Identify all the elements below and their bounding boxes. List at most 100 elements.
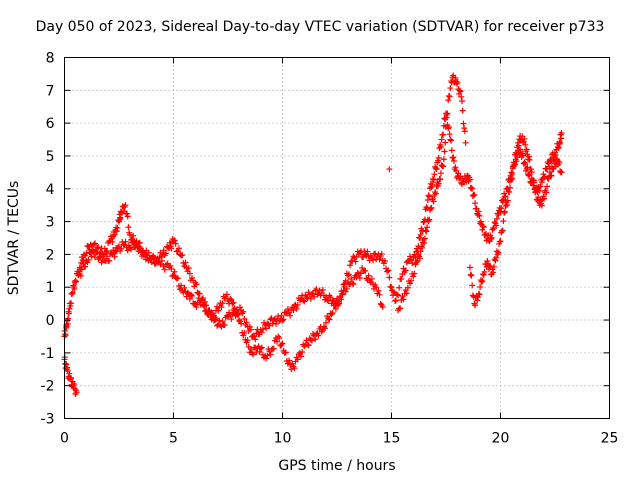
data-point-marker — [280, 316, 287, 323]
data-point-marker — [443, 123, 449, 130]
data-point-marker — [396, 284, 403, 291]
data-point-marker — [515, 142, 522, 149]
data-point-marker — [211, 314, 218, 321]
data-point-marker — [532, 189, 539, 196]
data-point-marker — [327, 294, 334, 301]
data-point-marker — [184, 289, 191, 296]
plot-frame — [64, 57, 610, 419]
data-point-marker — [467, 271, 474, 278]
data-point-marker — [182, 259, 189, 266]
data-point-marker — [291, 302, 298, 309]
data-point-marker — [456, 87, 463, 94]
data-point-marker — [336, 300, 343, 307]
data-point-marker — [480, 271, 487, 278]
data-point-marker — [332, 305, 339, 312]
y-tick-label: 6 — [46, 116, 55, 132]
data-point-marker — [287, 312, 294, 319]
data-point-marker — [407, 280, 414, 287]
data-point-marker — [252, 336, 259, 343]
data-point-marker — [208, 316, 215, 323]
data-point-marker — [368, 275, 375, 282]
data-point-marker — [204, 310, 211, 317]
data-point-marker — [322, 325, 329, 332]
data-point-marker — [348, 276, 355, 283]
data-point-marker — [413, 259, 420, 266]
axis-ticks: 0 5 10 15 20 25 -3 -2 -1 0 1 2 3 4 5 6 7 8 — [41, 51, 619, 447]
data-point-marker — [167, 262, 174, 269]
data-point-marker — [386, 274, 393, 281]
data-point-marker — [511, 161, 518, 168]
data-point-marker — [174, 247, 181, 254]
data-point-marker — [106, 257, 113, 264]
data-point-marker — [528, 169, 535, 176]
data-point-marker — [72, 277, 79, 284]
data-point-marker — [364, 248, 371, 255]
data-point-marker — [525, 172, 532, 179]
data-point-marker — [349, 280, 356, 287]
data-point-marker — [259, 326, 266, 333]
data-point-marker — [236, 304, 243, 311]
data-point-marker — [417, 231, 424, 238]
data-point-marker — [267, 351, 274, 358]
data-point-marker — [305, 342, 312, 349]
data-point-marker — [376, 256, 383, 263]
data-point-marker — [432, 165, 439, 172]
data-point-marker — [377, 300, 384, 307]
data-point-marker — [117, 215, 124, 222]
data-point-marker — [452, 164, 459, 171]
data-point-marker — [475, 290, 482, 297]
data-point-marker — [493, 215, 500, 222]
data-point-marker — [388, 284, 395, 291]
data-point-marker — [179, 252, 186, 259]
grid — [64, 57, 610, 419]
y-axis-label: SDTVAR / TECUs — [6, 181, 22, 296]
data-point-marker — [168, 265, 175, 272]
data-point-marker — [479, 226, 486, 233]
data-points — [61, 72, 565, 397]
data-point-marker — [303, 337, 310, 344]
data-point-marker — [71, 285, 78, 292]
data-point-marker — [342, 288, 349, 295]
data-point-marker — [325, 297, 332, 304]
data-point-marker — [480, 224, 487, 231]
data-point-marker — [533, 188, 540, 195]
data-point-marker — [438, 136, 445, 143]
data-point-marker — [300, 297, 307, 304]
data-point-marker — [435, 157, 442, 164]
data-point-marker — [344, 272, 351, 279]
data-point-marker — [114, 224, 121, 231]
data-point-marker — [228, 316, 235, 323]
data-point-marker — [219, 318, 226, 325]
x-tick-label: 25 — [601, 431, 619, 447]
data-point-marker — [313, 286, 320, 293]
data-point-marker — [299, 348, 306, 355]
data-point-marker — [424, 224, 431, 231]
data-point-marker — [447, 85, 454, 92]
data-point-marker — [419, 244, 426, 251]
data-point-marker — [430, 176, 437, 183]
data-point-marker — [521, 159, 528, 166]
data-point-marker — [286, 357, 293, 364]
data-point-marker — [113, 228, 120, 235]
data-point-marker — [193, 303, 200, 310]
data-point-marker — [493, 254, 500, 261]
data-point-marker — [502, 193, 509, 200]
data-point-marker — [466, 176, 473, 183]
data-point-marker — [446, 93, 453, 100]
data-point-marker — [443, 114, 450, 121]
data-point-marker — [279, 340, 286, 347]
data-point-marker — [136, 239, 143, 246]
data-point-marker — [520, 152, 527, 159]
data-point-marker — [433, 166, 440, 173]
data-point-marker — [426, 193, 433, 200]
data-point-marker — [122, 238, 129, 245]
data-point-marker — [421, 239, 428, 246]
data-point-marker — [440, 131, 447, 138]
data-point-marker — [301, 298, 308, 305]
data-point-marker — [416, 255, 423, 262]
x-tick-label: 5 — [169, 431, 178, 447]
data-point-marker — [416, 235, 423, 241]
data-point-marker — [161, 266, 168, 273]
data-point-marker — [397, 305, 404, 312]
data-point-marker — [431, 171, 438, 178]
